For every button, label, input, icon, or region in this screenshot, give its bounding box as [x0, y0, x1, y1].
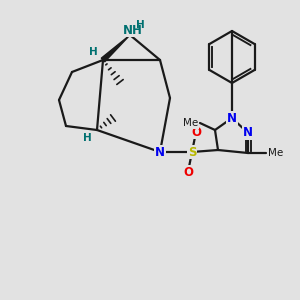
- Text: Me: Me: [183, 118, 198, 128]
- Text: N: N: [155, 146, 165, 158]
- Text: O: O: [183, 166, 193, 178]
- Text: O: O: [191, 125, 201, 139]
- Text: N: N: [227, 112, 237, 124]
- Text: H: H: [82, 133, 91, 143]
- Text: N: N: [243, 127, 253, 140]
- Text: S: S: [188, 146, 196, 158]
- Text: NH: NH: [123, 23, 143, 37]
- Text: H: H: [136, 20, 144, 30]
- Text: H: H: [88, 47, 98, 57]
- Text: Me: Me: [268, 148, 283, 158]
- Polygon shape: [101, 35, 130, 62]
